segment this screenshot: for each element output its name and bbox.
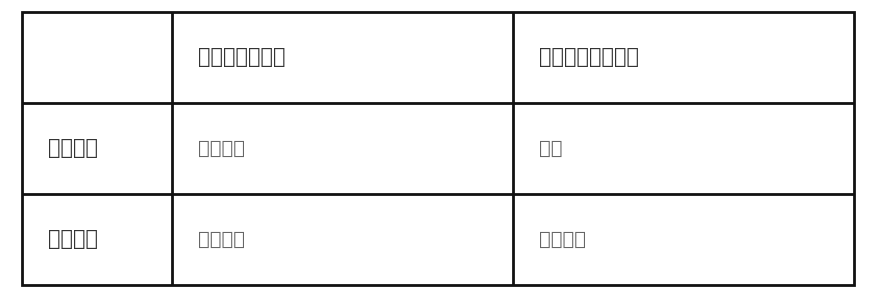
Text: 收发模块: 收发模块 <box>48 138 98 158</box>
Text: 机械运动: 机械运动 <box>539 230 586 249</box>
Text: 混合固态激光雷达: 混合固态激光雷达 <box>539 48 639 67</box>
Text: 机械运动: 机械运动 <box>198 139 245 158</box>
Text: 机械式激光雷达: 机械式激光雷达 <box>198 48 286 67</box>
Text: 扫描模块: 扫描模块 <box>48 230 98 249</box>
Text: 机械运动: 机械运动 <box>198 230 245 249</box>
Text: 固定: 固定 <box>539 139 562 158</box>
